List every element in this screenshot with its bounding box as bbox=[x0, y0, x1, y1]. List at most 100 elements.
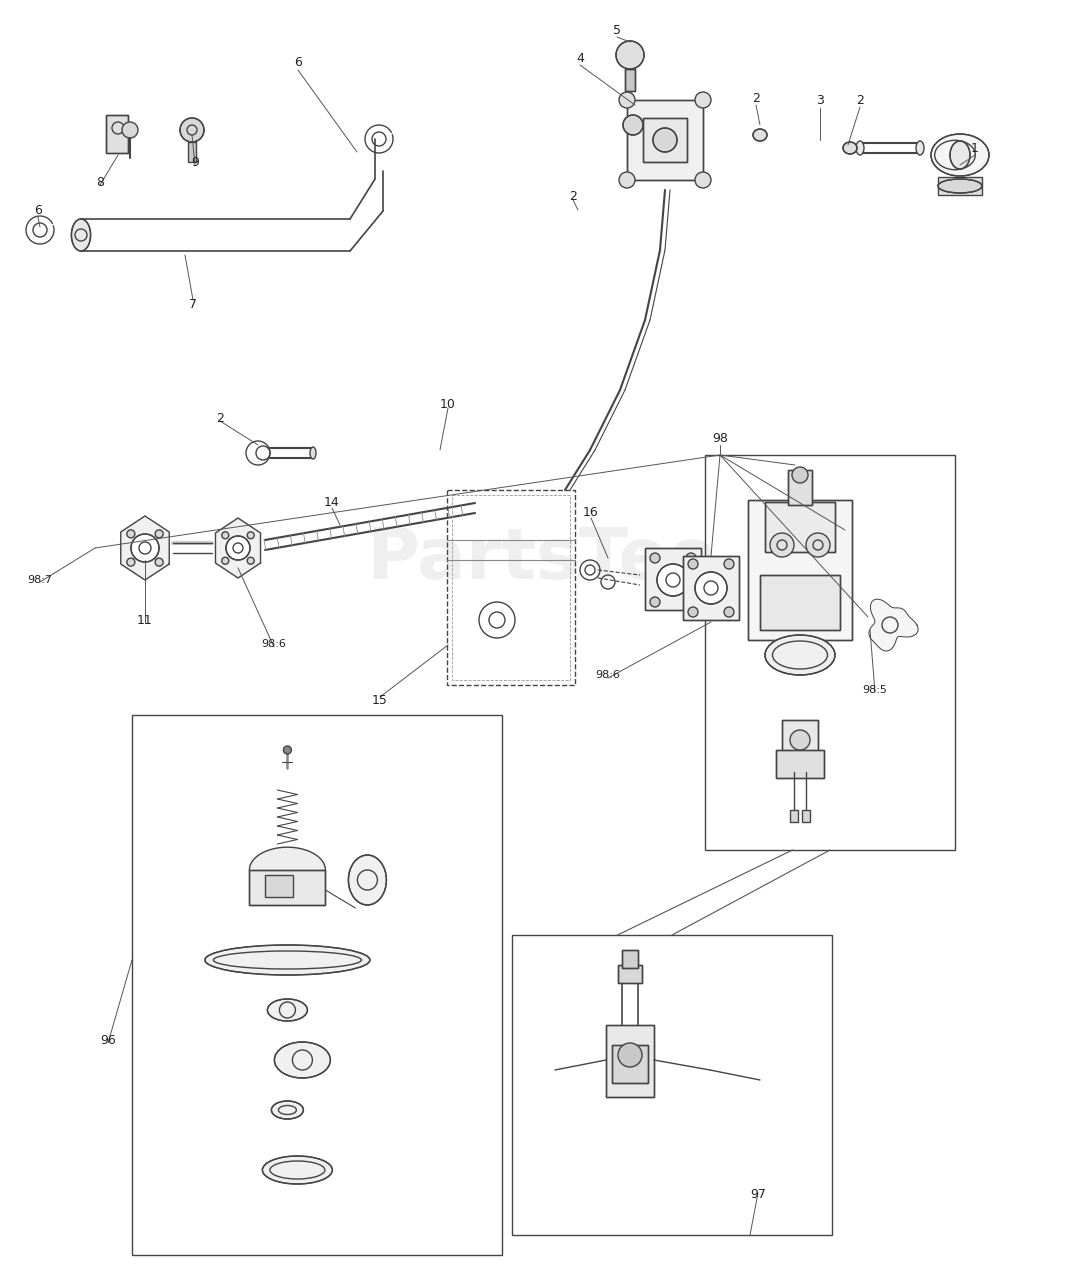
Bar bbox=[612, 1044, 648, 1083]
Text: 15: 15 bbox=[373, 694, 388, 707]
Bar bbox=[643, 118, 687, 163]
Bar bbox=[683, 556, 739, 620]
Bar bbox=[705, 454, 955, 850]
Polygon shape bbox=[216, 518, 261, 579]
Text: 98:7: 98:7 bbox=[27, 575, 52, 585]
Circle shape bbox=[806, 532, 830, 557]
Circle shape bbox=[222, 531, 229, 539]
Bar bbox=[938, 177, 982, 195]
Text: 5: 5 bbox=[613, 23, 621, 37]
Polygon shape bbox=[249, 847, 325, 870]
Text: 98: 98 bbox=[712, 431, 728, 444]
Bar bbox=[777, 750, 824, 778]
Bar bbox=[782, 719, 818, 772]
Text: ™: ™ bbox=[808, 527, 833, 552]
Ellipse shape bbox=[765, 635, 835, 675]
Bar bbox=[249, 870, 325, 905]
Circle shape bbox=[226, 536, 250, 561]
Circle shape bbox=[695, 172, 712, 188]
Circle shape bbox=[725, 559, 734, 570]
Bar bbox=[803, 810, 810, 822]
Ellipse shape bbox=[310, 447, 316, 460]
Bar bbox=[265, 876, 293, 897]
Text: 2: 2 bbox=[569, 191, 577, 204]
Circle shape bbox=[650, 596, 660, 607]
Bar bbox=[188, 142, 196, 163]
Ellipse shape bbox=[916, 141, 924, 155]
Bar bbox=[777, 750, 824, 778]
Circle shape bbox=[618, 1043, 642, 1068]
Bar bbox=[606, 1025, 654, 1097]
Text: 16: 16 bbox=[583, 506, 599, 518]
Circle shape bbox=[792, 467, 808, 483]
Text: 96: 96 bbox=[100, 1033, 116, 1047]
Circle shape bbox=[623, 115, 643, 134]
Bar bbox=[606, 1025, 654, 1097]
Circle shape bbox=[127, 530, 135, 538]
Text: 9: 9 bbox=[191, 155, 199, 169]
Circle shape bbox=[725, 607, 734, 617]
Circle shape bbox=[284, 746, 291, 754]
Bar bbox=[748, 500, 852, 640]
Text: 2: 2 bbox=[752, 91, 760, 105]
Ellipse shape bbox=[931, 134, 989, 175]
Ellipse shape bbox=[205, 945, 370, 975]
Circle shape bbox=[122, 122, 138, 138]
Text: 6: 6 bbox=[34, 204, 42, 216]
Polygon shape bbox=[869, 599, 918, 652]
Text: 98:6: 98:6 bbox=[262, 639, 286, 649]
Text: 10: 10 bbox=[440, 398, 456, 411]
Circle shape bbox=[247, 557, 255, 564]
Bar bbox=[612, 1044, 648, 1083]
Circle shape bbox=[770, 532, 794, 557]
Bar bbox=[645, 548, 701, 611]
Text: 3: 3 bbox=[817, 93, 824, 106]
Circle shape bbox=[650, 553, 660, 563]
Bar bbox=[618, 965, 642, 983]
Bar bbox=[765, 502, 835, 552]
Circle shape bbox=[619, 172, 635, 188]
Circle shape bbox=[688, 559, 699, 570]
Circle shape bbox=[688, 607, 699, 617]
Circle shape bbox=[131, 534, 159, 562]
Text: 14: 14 bbox=[324, 495, 340, 508]
Ellipse shape bbox=[349, 855, 387, 905]
Bar bbox=[748, 500, 852, 640]
Bar bbox=[683, 556, 739, 620]
Circle shape bbox=[247, 531, 255, 539]
Circle shape bbox=[180, 118, 204, 142]
Text: 2: 2 bbox=[217, 411, 224, 425]
Text: 2: 2 bbox=[856, 93, 864, 106]
Circle shape bbox=[155, 530, 164, 538]
Bar bbox=[625, 69, 635, 91]
Circle shape bbox=[619, 92, 635, 108]
Text: 1: 1 bbox=[971, 142, 979, 155]
Text: 11: 11 bbox=[138, 613, 153, 626]
Circle shape bbox=[686, 553, 696, 563]
Bar bbox=[512, 934, 832, 1235]
Circle shape bbox=[695, 92, 712, 108]
Bar bbox=[106, 115, 128, 154]
Bar bbox=[645, 548, 701, 611]
Text: 8: 8 bbox=[96, 175, 104, 188]
Circle shape bbox=[790, 730, 810, 750]
Circle shape bbox=[653, 128, 677, 152]
Ellipse shape bbox=[856, 141, 864, 155]
Bar bbox=[106, 115, 128, 154]
Ellipse shape bbox=[950, 141, 970, 169]
Ellipse shape bbox=[272, 1101, 303, 1119]
Bar bbox=[452, 495, 570, 680]
Text: 4: 4 bbox=[576, 51, 584, 64]
Bar bbox=[627, 100, 703, 180]
Bar bbox=[643, 118, 687, 163]
Circle shape bbox=[657, 564, 689, 596]
Bar bbox=[760, 575, 840, 630]
Bar bbox=[132, 716, 503, 1254]
Circle shape bbox=[155, 558, 164, 566]
Text: 97: 97 bbox=[751, 1189, 766, 1202]
Bar bbox=[760, 575, 840, 630]
Bar bbox=[790, 810, 798, 822]
Text: 7: 7 bbox=[190, 298, 197, 311]
Ellipse shape bbox=[274, 1042, 330, 1078]
Ellipse shape bbox=[268, 998, 308, 1021]
